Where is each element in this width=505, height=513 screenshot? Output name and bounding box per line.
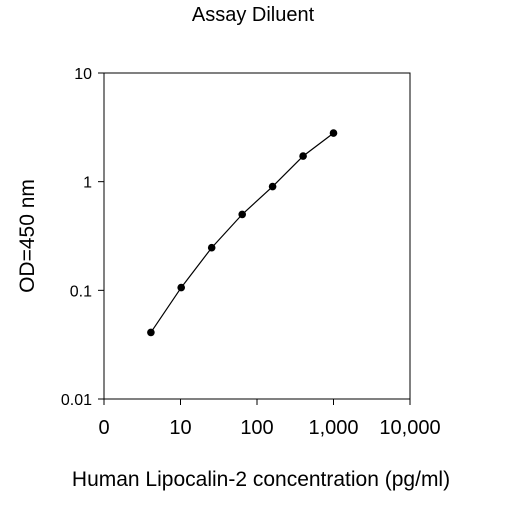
y-axis-ticks: 0.01 0.1 1 10 (61, 66, 104, 409)
y-tick-label: 0.1 (70, 283, 92, 300)
data-point (207, 243, 216, 252)
chart-title: Assay Diluent (192, 4, 315, 26)
y-tick-label: 10 (74, 66, 92, 83)
data-point (268, 182, 277, 191)
x-tick-label: 10,000 (379, 417, 440, 439)
y-axis-label: OD=450 nm (16, 179, 39, 293)
x-tick-label: 0 (98, 417, 109, 439)
x-axis-ticks: 0 10 100 1,000 10,000 (98, 399, 441, 439)
x-tick-label: 100 (240, 417, 273, 439)
series-line (150, 132, 334, 333)
data-point (238, 210, 246, 219)
y-tick-label: 0.01 (61, 392, 92, 409)
y-tick-label: 1 (83, 175, 92, 192)
data-point (329, 129, 338, 137)
series-points-group (147, 129, 338, 337)
plot-area (103, 72, 411, 400)
series-line-group (150, 132, 334, 333)
data-point (177, 283, 185, 292)
x-axis-label: Human Lipocalin-2 concentration (pg/ml) (72, 468, 450, 491)
x-tick-label: 10 (169, 417, 191, 439)
data-point (299, 152, 307, 160)
data-point (147, 328, 155, 337)
x-tick-label: 1,000 (308, 417, 358, 439)
